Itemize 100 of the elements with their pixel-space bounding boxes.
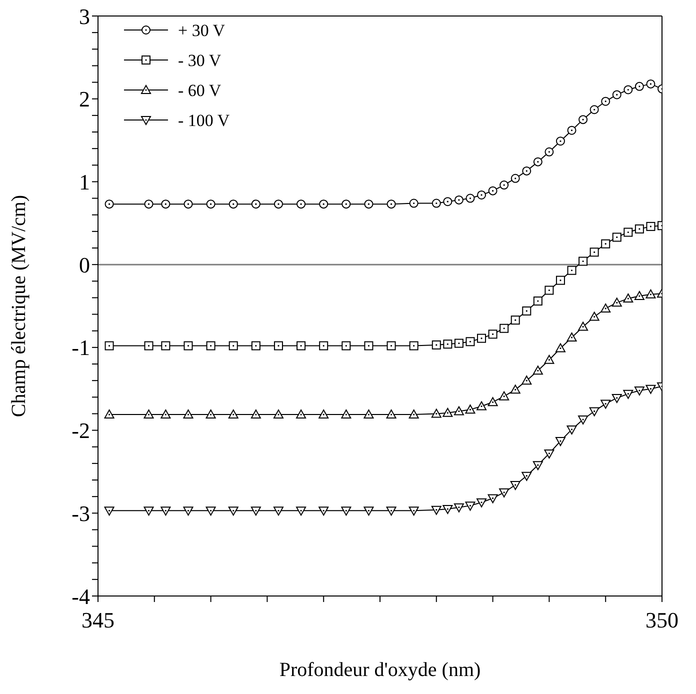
point [601, 96, 610, 106]
point [646, 222, 656, 231]
point [273, 410, 284, 419]
y-axis-title: Champ électrique (MV/cm) [8, 194, 30, 418]
point [555, 437, 566, 446]
point [488, 494, 498, 504]
point [566, 332, 577, 342]
point [364, 506, 374, 516]
y-tick-label: 2 [79, 86, 90, 112]
point [442, 408, 453, 417]
point [510, 316, 520, 325]
point [623, 390, 634, 399]
point [228, 200, 238, 209]
legend-label: - 100 V [178, 111, 230, 130]
legend-label: - 30 V [178, 51, 222, 70]
point [104, 410, 114, 419]
x-tick-label: 350 [646, 608, 678, 633]
point [646, 289, 656, 298]
point [533, 157, 542, 166]
point [319, 341, 328, 350]
y-tick-label: 0 [79, 252, 90, 278]
point [104, 200, 114, 209]
point [183, 410, 194, 419]
y-tick-label: -1 [72, 335, 90, 360]
point [160, 410, 171, 419]
point [601, 239, 610, 248]
point [500, 180, 509, 190]
point [228, 410, 238, 419]
x-axis-title: Profondeur d'oxyde (nm) [279, 659, 481, 681]
point [454, 503, 464, 512]
point [160, 506, 171, 516]
point [476, 401, 487, 410]
point [532, 461, 543, 470]
point [522, 306, 532, 316]
point [566, 425, 577, 434]
point [274, 200, 283, 209]
point [522, 376, 532, 385]
point [364, 200, 374, 209]
point [206, 410, 216, 419]
point [612, 394, 622, 403]
point [600, 303, 611, 312]
point [206, 506, 216, 516]
point [386, 506, 396, 516]
point [477, 334, 486, 343]
point [228, 341, 238, 350]
point [500, 324, 509, 333]
point [589, 312, 600, 321]
point [296, 200, 306, 209]
point [578, 115, 588, 124]
point [522, 472, 532, 481]
point [466, 194, 475, 203]
point [342, 341, 351, 350]
point [386, 341, 396, 350]
y-tick-label: 3 [79, 4, 90, 29]
point [184, 341, 193, 350]
point [567, 126, 576, 135]
point [477, 190, 486, 200]
point [408, 506, 419, 516]
point [556, 136, 565, 146]
point [454, 406, 464, 416]
point [556, 276, 565, 285]
point [578, 322, 588, 331]
point [600, 400, 611, 409]
point [206, 341, 216, 350]
point [104, 341, 114, 350]
point [465, 502, 476, 511]
point [454, 338, 464, 348]
point [589, 407, 600, 416]
point [318, 506, 329, 516]
point [612, 232, 622, 242]
point [341, 410, 352, 419]
point [431, 408, 442, 418]
point [578, 416, 588, 425]
point [296, 341, 306, 350]
point [590, 248, 599, 257]
point [364, 341, 374, 350]
point [612, 298, 622, 307]
point [454, 195, 464, 204]
point [161, 200, 170, 209]
point [144, 200, 154, 209]
point [408, 410, 419, 419]
point [183, 506, 194, 516]
point [342, 200, 351, 209]
point [386, 410, 396, 419]
point [443, 197, 452, 206]
point [206, 200, 216, 209]
point [251, 341, 260, 350]
point [465, 404, 476, 414]
point [522, 166, 532, 176]
point [364, 410, 374, 419]
point [432, 198, 441, 208]
point [228, 506, 238, 516]
point [499, 391, 510, 400]
point [144, 341, 154, 350]
point [567, 266, 576, 275]
point [409, 198, 418, 208]
point [555, 343, 566, 352]
x-tick-label: 345 [82, 608, 114, 633]
point [488, 397, 498, 406]
point [510, 480, 520, 490]
